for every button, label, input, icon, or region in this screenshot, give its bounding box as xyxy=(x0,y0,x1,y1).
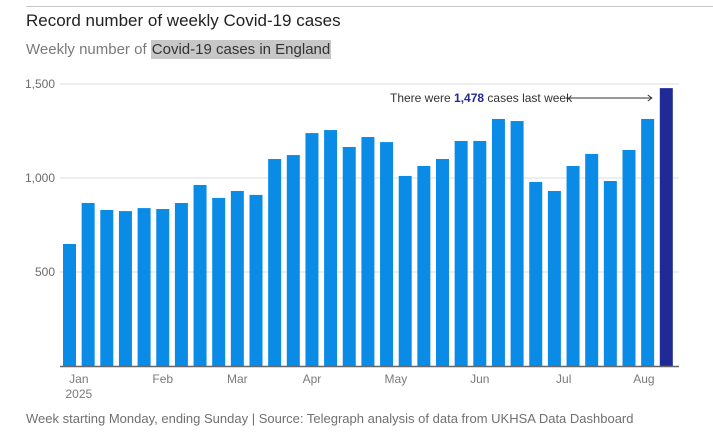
bar xyxy=(436,159,449,366)
bar xyxy=(380,142,394,366)
bar xyxy=(305,133,319,366)
bar xyxy=(398,175,412,366)
annotation-arrow-head xyxy=(647,94,653,102)
bar xyxy=(491,118,505,366)
top-rule xyxy=(26,6,713,7)
bar xyxy=(510,121,524,366)
annotation-prefix: There were xyxy=(390,91,454,105)
bar xyxy=(212,197,226,366)
x-tick-label: Mar xyxy=(227,372,248,386)
bar-highlight xyxy=(659,88,673,367)
bar xyxy=(566,165,580,366)
x-tick-label: May xyxy=(385,372,408,386)
bar xyxy=(529,181,543,366)
bar xyxy=(473,140,487,366)
x-tick-label: Aug xyxy=(633,372,654,386)
y-tick-label: 1,000 xyxy=(25,171,55,185)
bar xyxy=(100,209,114,366)
annotation: There were 1,478 cases last week xyxy=(390,91,653,105)
bar xyxy=(324,130,338,366)
bar xyxy=(547,190,561,366)
bar xyxy=(230,190,244,366)
bar xyxy=(156,209,170,366)
bars xyxy=(63,88,673,367)
annotation-text: There were 1,478 cases last week xyxy=(390,91,573,105)
bar xyxy=(174,203,188,366)
bar xyxy=(249,194,263,366)
x-tick-label: Feb xyxy=(152,372,173,386)
y-tick-label: 500 xyxy=(35,265,55,279)
bar xyxy=(622,149,636,366)
x-tick-label: Jun xyxy=(470,372,489,386)
bar xyxy=(342,146,356,366)
x-tick-sublabel: 2025 xyxy=(65,387,92,401)
bar xyxy=(268,159,282,366)
chart-subtitle: Weekly number of Covid-19 cases in Engla… xyxy=(26,40,332,59)
bar xyxy=(286,155,300,366)
bar xyxy=(361,137,375,366)
x-tick-label: Jan xyxy=(69,372,88,386)
bar xyxy=(585,153,599,366)
bar xyxy=(137,208,151,366)
bar xyxy=(417,165,431,366)
bar xyxy=(118,211,132,366)
bar xyxy=(63,243,76,366)
bar xyxy=(454,140,468,366)
subtitle-highlight: Covid-19 cases in England xyxy=(150,40,332,59)
bar xyxy=(603,181,617,366)
x-tick-label: Apr xyxy=(303,372,322,386)
subtitle-prefix: Weekly number of xyxy=(26,41,151,58)
chart-title: Record number of weekly Covid-19 cases xyxy=(26,11,341,30)
annotation-value: 1,478 xyxy=(454,91,484,105)
bar xyxy=(641,118,655,366)
annotation-suffix: cases last week xyxy=(484,91,573,105)
x-tick-label: Jul xyxy=(556,372,571,386)
y-axis-ticks: 500 1,000 1,500 xyxy=(25,77,55,279)
y-tick-label: 1,500 xyxy=(25,77,55,91)
bar xyxy=(193,184,207,366)
bar xyxy=(81,203,95,366)
source-footer: Week starting Monday, ending Sunday | So… xyxy=(26,411,634,426)
